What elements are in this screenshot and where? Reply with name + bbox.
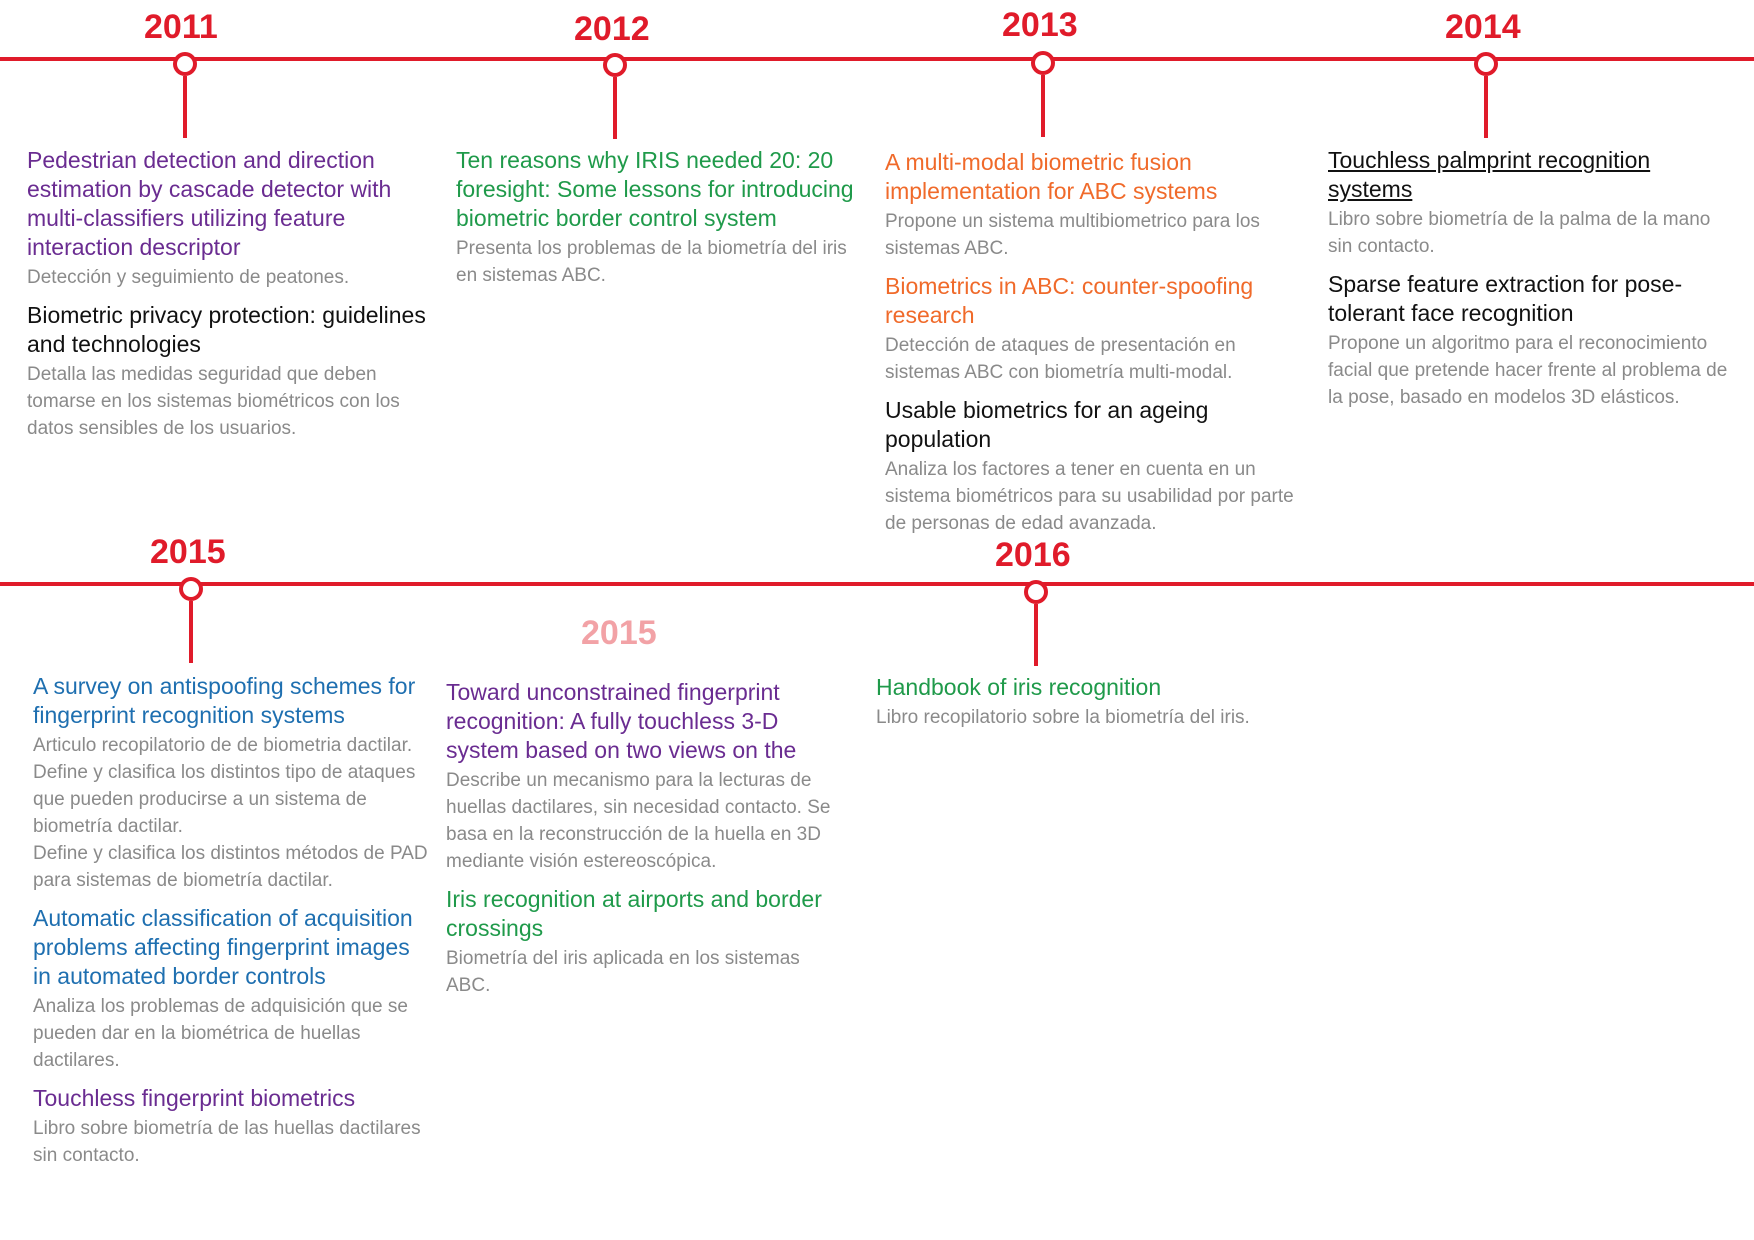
column-2015-secondary: Toward unconstrained fingerprint recogni… — [446, 678, 846, 1009]
entry: Touchless fingerprint biometrics Libro s… — [33, 1084, 433, 1169]
entry-description: Propone un sistema multibiometrico para … — [885, 208, 1305, 262]
entry-description-line: Propone un algoritmo para el reconocimie… — [1328, 333, 1728, 408]
entry-description-line: Propone un sistema multibiometrico para … — [885, 211, 1260, 259]
year-label-2011: 2011 — [144, 8, 218, 46]
entry-description: Articulo recopilatorio de de biometria d… — [33, 732, 433, 894]
entry-description-line: Define y clasifica los distintos métodos… — [33, 843, 428, 891]
entry-title: Iris recognition at airports and border … — [446, 886, 822, 941]
timeline-stem-2014 — [1484, 76, 1488, 138]
column-2011: Pedestrian detection and direction estim… — [27, 146, 427, 452]
year-label-2012: 2012 — [574, 10, 650, 48]
entry-description: Detalla las medidas seguridad que deben … — [27, 361, 427, 442]
column-2014: Touchless palmprint recognition systems … — [1328, 146, 1728, 421]
entry-description-line: Detección de ataques de presentación en … — [885, 335, 1236, 383]
entry-description-line: Define y clasifica los distintos tipo de… — [33, 762, 416, 837]
year-label-2013: 2013 — [1002, 6, 1078, 44]
entry: Usable biometrics for an ageing populati… — [885, 396, 1305, 537]
entry: Toward unconstrained fingerprint recogni… — [446, 678, 846, 875]
entry-description: Propone un algoritmo para el reconocimie… — [1328, 330, 1728, 411]
year-label-2016: 2016 — [995, 536, 1071, 574]
timeline-node-2012 — [603, 53, 627, 77]
entry-title: Automatic classification of acquisition … — [33, 905, 413, 989]
entry-title: Usable biometrics for an ageing populati… — [885, 397, 1209, 452]
year-label-2014: 2014 — [1445, 8, 1521, 46]
timeline-stem-2012 — [613, 77, 617, 139]
entry-description-line: Analiza los problemas de adquisición que… — [33, 996, 408, 1071]
timeline-stem-2015 — [189, 601, 193, 663]
entry-title: A multi-modal biometric fusion implement… — [885, 149, 1218, 204]
entry-title: Toward unconstrained fingerprint recogni… — [446, 679, 797, 763]
year-label-2015-secondary: 2015 — [581, 614, 657, 652]
timeline-stem-2013 — [1041, 75, 1045, 137]
entry-description: Analiza los problemas de adquisición que… — [33, 993, 433, 1074]
entry: Pedestrian detection and direction estim… — [27, 146, 427, 291]
entry: Sparse feature extraction for pose-toler… — [1328, 270, 1728, 411]
timeline-line-bottom — [0, 582, 1754, 586]
entry-description: Biometría del iris aplicada en los siste… — [446, 945, 846, 999]
entry-title: Handbook of iris recognition — [876, 674, 1162, 700]
timeline-stem-2016 — [1034, 604, 1038, 666]
entry: Touchless palmprint recognition systems … — [1328, 146, 1728, 260]
entry-title: Touchless fingerprint biometrics — [33, 1085, 356, 1111]
entry-description-line: Articulo recopilatorio de de biometria d… — [33, 735, 413, 756]
entry: Biometrics in ABC: counter-spoofing rese… — [885, 272, 1305, 386]
entry-description-line: Analiza los factores a tener en cuenta e… — [885, 459, 1294, 534]
entry-title: Ten reasons why IRIS needed 20: 20 fores… — [456, 147, 854, 231]
entry-description-line: Detalla las medidas seguridad que deben … — [27, 364, 400, 439]
entry-title: Pedestrian detection and direction estim… — [27, 147, 392, 260]
timeline-stem-2011 — [183, 76, 187, 138]
entry: A multi-modal biometric fusion implement… — [885, 148, 1305, 262]
entry-description-line: Libro recopilatorio sobre la biometría d… — [876, 707, 1250, 728]
entry-description-line: Describe un mecanismo para la lecturas d… — [446, 770, 831, 872]
entry-title-link[interactable]: Touchless palmprint recognition systems — [1328, 147, 1651, 202]
entry: Ten reasons why IRIS needed 20: 20 fores… — [456, 146, 856, 289]
entry-description-line: Biometría del iris aplicada en los siste… — [446, 948, 800, 996]
column-2016: Handbook of iris recognition Libro recop… — [876, 673, 1276, 741]
entry-title: A survey on antispoofing schemes for fin… — [33, 673, 416, 728]
timeline-node-2013 — [1031, 51, 1055, 75]
timeline-node-2016 — [1024, 580, 1048, 604]
timeline-node-2015 — [179, 577, 203, 601]
column-2012: Ten reasons why IRIS needed 20: 20 fores… — [456, 146, 856, 299]
entry: Automatic classification of acquisition … — [33, 904, 433, 1074]
entry-description: Describe un mecanismo para la lecturas d… — [446, 767, 846, 875]
entry-description: Analiza los factores a tener en cuenta e… — [885, 456, 1305, 537]
entry-description: Libro sobre biometría de la palma de la … — [1328, 206, 1728, 260]
entry: Iris recognition at airports and border … — [446, 885, 846, 999]
entry-description: Detección y seguimiento de peatones. — [27, 264, 427, 291]
timeline-node-2014 — [1474, 52, 1498, 76]
entry-description: Libro sobre biometría de las huellas dac… — [33, 1115, 433, 1169]
year-label-2015: 2015 — [150, 533, 226, 571]
entry-title: Biometrics in ABC: counter-spoofing rese… — [885, 273, 1254, 328]
entry-description-line: Libro sobre biometría de la palma de la … — [1328, 209, 1711, 257]
entry: A survey on antispoofing schemes for fin… — [33, 672, 433, 894]
entry: Handbook of iris recognition Libro recop… — [876, 673, 1276, 731]
entry-description-line: Libro sobre biometría de las huellas dac… — [33, 1118, 421, 1166]
entry-description-line: Detección y seguimiento de peatones. — [27, 267, 350, 288]
entry-description-line: Presenta los problemas de la biometría d… — [456, 238, 847, 286]
column-2013: A multi-modal biometric fusion implement… — [885, 148, 1305, 547]
entry-description: Detección de ataques de presentación en … — [885, 332, 1305, 386]
entry: Biometric privacy protection: guidelines… — [27, 301, 427, 442]
column-2015: A survey on antispoofing schemes for fin… — [33, 672, 433, 1179]
timeline-node-2011 — [173, 52, 197, 76]
entry-title: Sparse feature extraction for pose-toler… — [1328, 271, 1683, 326]
timeline-line-top — [0, 57, 1754, 61]
entry-title: Biometric privacy protection: guidelines… — [27, 302, 426, 357]
entry-description: Presenta los problemas de la biometría d… — [456, 235, 856, 289]
entry-description: Libro recopilatorio sobre la biometría d… — [876, 704, 1276, 731]
